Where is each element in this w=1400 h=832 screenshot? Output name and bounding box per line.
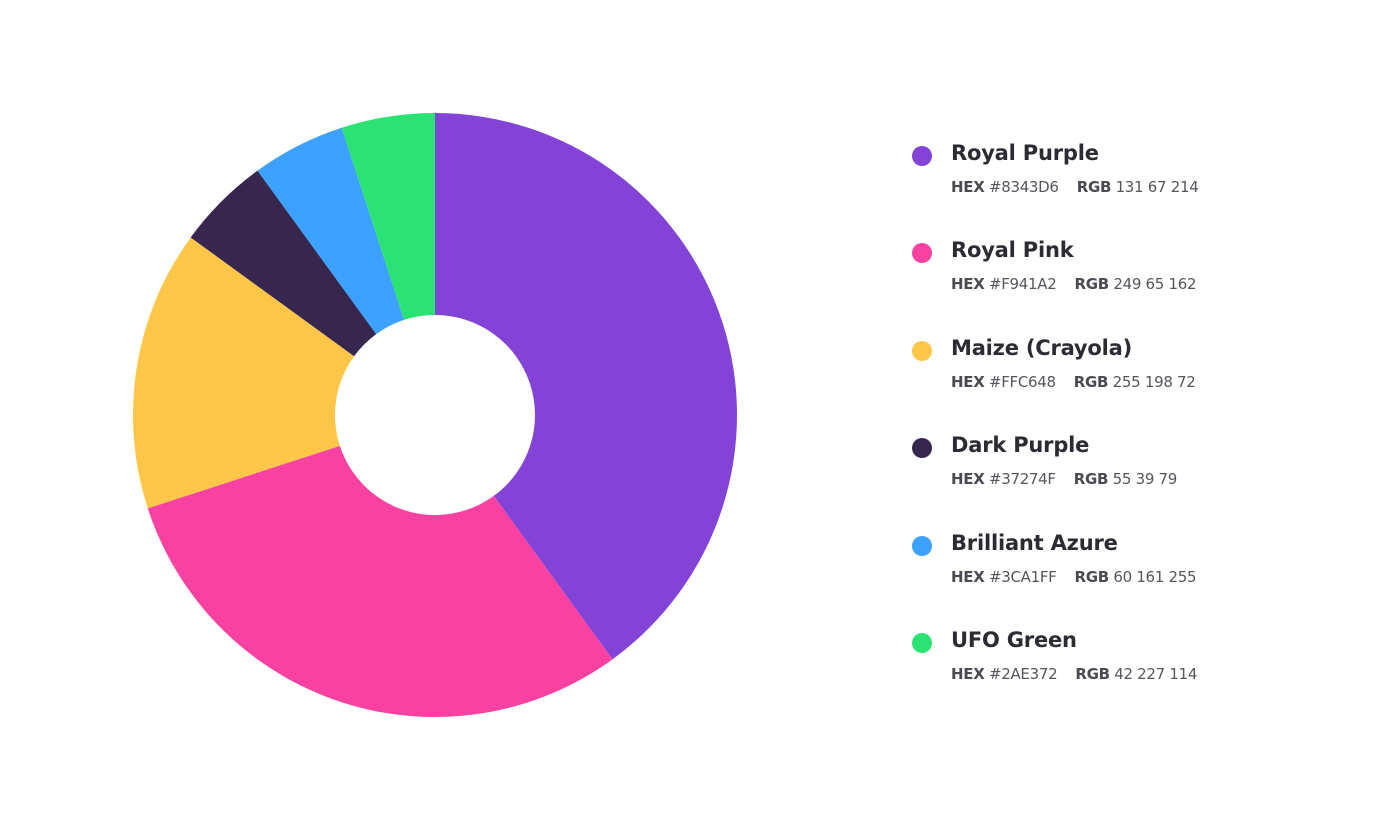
hex-value: #FFC648 (988, 372, 1056, 391)
donut-slice-ufo-green (341, 113, 435, 320)
legend-swatch-brilliant-azure (912, 535, 932, 556)
donut-slice-dark-purple (190, 170, 377, 357)
hex-value: #2AE372 (988, 664, 1058, 683)
hex-value: #F941A2 (988, 275, 1057, 294)
legend-label-royal-pink: Royal Pink (951, 238, 1074, 263)
hex-value: #3CA1FF (988, 567, 1057, 586)
legend-codes-dark-purple: HEX #37274F RGB 55 39 79 (951, 470, 1177, 488)
chart-legend: Royal Purple HEX #8343D6 RGB 131 67 214 R… (912, 141, 1372, 725)
legend-item-royal-purple: Royal Purple HEX #8343D6 RGB 131 67 214 (912, 141, 1372, 238)
hex-label: HEX (951, 664, 985, 683)
legend-swatch-dark-purple (912, 438, 932, 459)
donut-slice-brilliant-azure (257, 127, 405, 335)
legend-swatch-royal-pink (912, 243, 932, 264)
rgb-label: RGB (1074, 275, 1109, 294)
hex-label: HEX (951, 470, 985, 489)
legend-item-brilliant-azure: Brilliant Azure HEX #3CA1FF RGB 60 161 25… (912, 531, 1372, 628)
rgb-value: 60 161 255 (1113, 567, 1197, 586)
rgb-label: RGB (1075, 664, 1110, 683)
legend-item-royal-pink: Royal Pink HEX #F941A2 RGB 249 65 162 (912, 238, 1372, 335)
legend-label-dark-purple: Dark Purple (951, 433, 1090, 458)
hex-label: HEX (951, 372, 985, 391)
hex-label: HEX (951, 567, 985, 586)
hex-value: #8343D6 (988, 178, 1059, 196)
legend-codes-brilliant-azure: HEX #3CA1FF RGB 60 161 255 (951, 567, 1197, 586)
donut-slice-royal-purple (435, 113, 738, 660)
rgb-value: 42 227 114 (1114, 664, 1198, 683)
legend-swatch-royal-purple (912, 146, 932, 166)
rgb-value: 131 67 214 (1115, 178, 1199, 196)
rgb-label: RGB (1073, 470, 1109, 489)
legend-label-royal-purple: Royal Purple (951, 141, 1099, 165)
rgb-label: RGB (1076, 178, 1112, 196)
legend-codes-ufo-green: HEX #2AE372 RGB 42 227 114 (951, 665, 1197, 683)
legend-swatch-ufo-green (912, 632, 932, 653)
hex-label: HEX (951, 178, 985, 196)
legend-codes-maize-crayola: HEX #FFC648 RGB 255 198 72 (951, 373, 1196, 391)
legend-codes-royal-purple: HEX #8343D6 RGB 131 67 214 (951, 178, 1199, 196)
rgb-value: 249 65 162 (1113, 275, 1197, 294)
rgb-value: 255 198 72 (1112, 372, 1196, 391)
legend-label-maize-crayola: Maize (Crayola) (951, 335, 1133, 360)
donut-chart (132, 113, 738, 717)
legend-item-maize-crayola: Maize (Crayola) HEX #FFC648 RGB 255 198 7… (912, 336, 1372, 433)
rgb-label: RGB (1073, 372, 1109, 391)
hex-label: HEX (951, 275, 985, 294)
hex-value: #37274F (988, 470, 1056, 489)
legend-codes-royal-pink: HEX #F941A2 RGB 249 65 162 (951, 275, 1197, 294)
legend-swatch-maize-crayola (912, 340, 932, 361)
legend-item-ufo-green: UFO Green HEX #2AE372 RGB 42 227 114 (912, 628, 1372, 725)
donut-slice-maize-crayola (132, 237, 355, 509)
legend-label-brilliant-azure: Brilliant Azure (951, 530, 1118, 555)
legend-label-ufo-green: UFO Green (951, 627, 1077, 652)
rgb-value: 55 39 79 (1112, 470, 1178, 489)
legend-item-dark-purple: Dark Purple HEX #37274F RGB 55 39 79 (912, 433, 1372, 530)
rgb-label: RGB (1074, 567, 1109, 586)
donut-slice-royal-pink (147, 445, 613, 717)
